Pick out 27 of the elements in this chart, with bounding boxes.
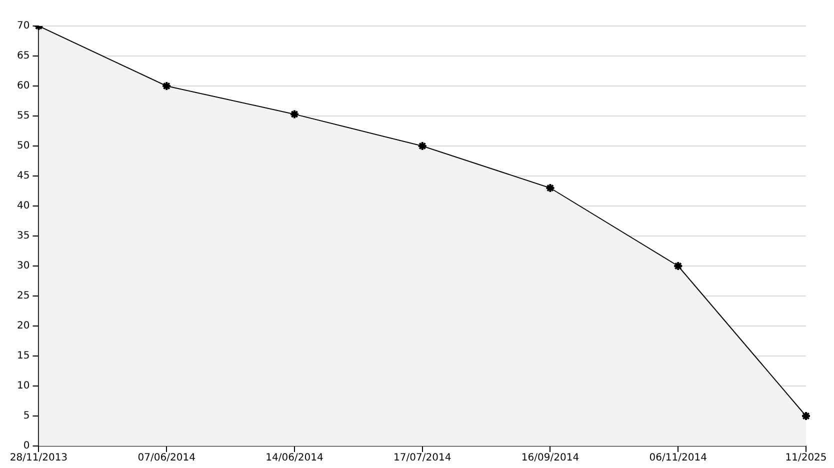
y-tick-label: 25 [16, 290, 30, 302]
x-tick-label: 14/06/2014 [266, 452, 324, 464]
y-tick-label: 10 [16, 380, 30, 392]
point [289, 109, 300, 120]
point [545, 183, 556, 193]
y-tick-label: 45 [16, 170, 30, 182]
y-tick-label: 5 [23, 410, 30, 422]
x-tick-label: 17/07/2014 [394, 452, 452, 464]
y-tick-label: 15 [16, 350, 30, 362]
y-tick-label: 60 [16, 80, 30, 92]
x-tick-label: 06/11/2014 [649, 452, 707, 464]
y-tick-label: 20 [16, 320, 30, 332]
y-tick-label: 40 [16, 200, 30, 212]
y-tick-label: 0 [23, 440, 30, 452]
y-tick-label: 50 [16, 140, 30, 152]
x-tick-label: 28/11/2013 [10, 452, 68, 464]
x-tick-label: 07/06/2014 [138, 452, 196, 464]
point [417, 141, 428, 151]
point [162, 81, 172, 91]
y-tick-label: 30 [16, 260, 30, 272]
y-tick-label: 65 [16, 50, 30, 62]
y-tick-label: 55 [16, 110, 30, 122]
x-tick-label: 11/2025 [785, 452, 827, 464]
point [673, 261, 684, 271]
x-tick-label: 16/09/2014 [521, 452, 580, 464]
y-tick-label: 35 [16, 230, 30, 242]
y-tick-label: 70 [16, 20, 30, 32]
